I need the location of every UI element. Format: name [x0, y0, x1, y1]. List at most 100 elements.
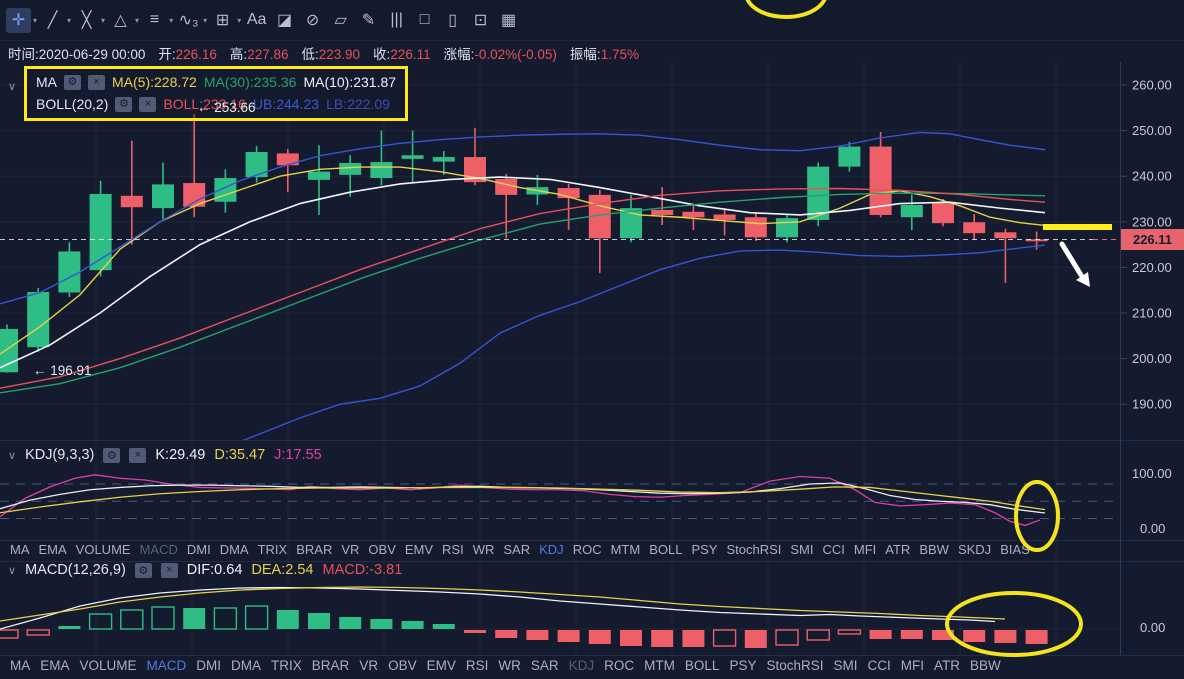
tab-brar[interactable]: BRAR — [311, 658, 350, 673]
chevron-down-icon[interactable]: ▾ — [33, 15, 38, 25]
lock-tool[interactable]: □ — [412, 8, 437, 33]
gear-icon[interactable]: ⚙ — [134, 562, 152, 578]
tab-kdj[interactable]: KDJ — [568, 658, 595, 673]
elliott-wave-tool[interactable]: ∿₃ ▾ — [176, 8, 207, 33]
tab-smi[interactable]: SMI — [790, 542, 814, 557]
tab-dmi[interactable]: DMI — [196, 658, 222, 673]
tab-cci[interactable]: CCI — [867, 658, 891, 673]
triangle-pattern-tool[interactable]: △ ▾ — [108, 8, 139, 33]
tab-psy[interactable]: PSY — [691, 542, 718, 557]
tab-dma[interactable]: DMA — [219, 542, 249, 557]
gann-lines-tool[interactable]: ||| — [384, 8, 409, 33]
gear-icon[interactable]: ⚙ — [115, 96, 133, 112]
tab-skdj[interactable]: SKDJ — [957, 542, 992, 557]
tab-emv[interactable]: EMV — [404, 542, 434, 557]
tab-sar[interactable]: SAR — [530, 658, 559, 673]
tab-dma[interactable]: DMA — [231, 658, 262, 673]
chevron-down-icon[interactable]: ▾ — [101, 15, 106, 25]
eraser-tool[interactable]: ◪ — [272, 8, 297, 33]
ruler-tool[interactable]: ▱ — [328, 8, 353, 33]
tab-atr[interactable]: ATR — [885, 542, 911, 557]
tab-cci[interactable]: CCI — [822, 542, 845, 557]
tab-atr[interactable]: ATR — [934, 658, 960, 673]
tab-mfi[interactable]: MFI — [853, 542, 877, 557]
ma-legend-value: MA(5):228.72 — [112, 74, 197, 90]
chevron-down-icon[interactable]: ▾ — [135, 15, 140, 25]
tab-rsi[interactable]: RSI — [465, 658, 489, 673]
gear-icon[interactable]: ⚙ — [64, 74, 81, 90]
tab-stochrsi[interactable]: StochRSI — [766, 658, 824, 673]
bookmark-tool[interactable]: ▯ — [440, 8, 465, 33]
tab-wr[interactable]: WR — [498, 658, 521, 673]
close-icon[interactable]: × — [129, 447, 147, 463]
chevron-down-icon[interactable]: ∨ — [8, 564, 17, 577]
tab-bbw[interactable]: BBW — [970, 658, 1001, 673]
chevron-down-icon[interactable]: ▾ — [203, 15, 208, 25]
tab-vr[interactable]: VR — [341, 542, 360, 557]
tab-ema[interactable]: EMA — [40, 658, 70, 673]
tab-vr[interactable]: VR — [359, 658, 379, 673]
close-icon[interactable]: × — [88, 74, 105, 90]
tab-volume[interactable]: VOLUME — [75, 542, 131, 557]
crosshair-tool[interactable]: ✛ ▾ — [6, 7, 38, 33]
tab-trix[interactable]: TRIX — [257, 542, 288, 557]
tab-mtm[interactable]: MTM — [644, 658, 675, 673]
trend-line-tool[interactable]: ╱ ▾ — [40, 8, 71, 33]
tab-smi[interactable]: SMI — [833, 658, 858, 673]
chevron-down-icon[interactable]: ∨ — [8, 81, 17, 93]
tab-emv[interactable]: EMV — [426, 658, 456, 673]
price-axis-label: 250.00 — [1132, 123, 1172, 138]
tab-volume[interactable]: VOLUME — [79, 658, 137, 673]
kdj-value: D:35.47 — [214, 447, 266, 463]
close-icon[interactable]: × — [139, 96, 157, 112]
tab-trix[interactable]: TRIX — [271, 658, 302, 673]
chevron-down-icon[interactable]: ▾ — [67, 15, 72, 25]
gear-icon[interactable]: ⚙ — [103, 447, 121, 463]
ohlc-infobar: 时间:2020-06-29 00:00 开:226.16 高:227.86 低:223… — [8, 43, 639, 62]
close-icon[interactable]: × — [160, 562, 178, 578]
tab-kdj[interactable]: KDJ — [539, 542, 564, 557]
chevron-down-icon[interactable]: ▾ — [237, 15, 242, 25]
tab-boll[interactable]: BOLL — [649, 542, 683, 557]
channel-lines-tool[interactable]: ╳ ▾ — [74, 8, 105, 33]
chevron-down-icon[interactable]: ▾ — [169, 15, 174, 25]
tab-obv[interactable]: OBV — [368, 542, 396, 557]
screenshot-tool[interactable]: ⊡ — [468, 8, 493, 33]
tab-sar[interactable]: SAR — [503, 542, 531, 557]
tab-roc[interactable]: ROC — [572, 542, 602, 557]
tab-stochrsi[interactable]: StochRSI — [726, 542, 782, 557]
kdj-value: J:17.55 — [274, 447, 322, 463]
shape-box-tool[interactable]: ⊞ ▾ — [210, 8, 241, 33]
tab-roc[interactable]: ROC — [604, 658, 635, 673]
ohlc-field: 涨幅:-0.02%(-0.05) — [443, 43, 557, 62]
ohlc-field-label: 涨幅: — [443, 47, 475, 62]
horizontal-lines-tool[interactable]: ≡ ▾ — [142, 8, 173, 33]
tab-boll[interactable]: BOLL — [684, 658, 720, 673]
tab-mfi[interactable]: MFI — [900, 658, 924, 673]
tab-obv[interactable]: OBV — [388, 658, 417, 673]
tab-wr[interactable]: WR — [472, 542, 495, 557]
tab-brar[interactable]: BRAR — [296, 542, 333, 557]
tab-macd[interactable]: MACD — [146, 658, 187, 673]
gann-lines-icon: ||| — [390, 11, 403, 28]
ohlc-field-value: 226.16 — [175, 47, 217, 62]
ohlc-field: 开:226.16 — [158, 43, 217, 62]
tab-rsi[interactable]: RSI — [442, 542, 464, 557]
chevron-down-icon[interactable]: ∨ — [8, 449, 17, 462]
tab-dmi[interactable]: DMI — [186, 542, 211, 557]
tab-ma[interactable]: MA — [10, 542, 30, 557]
tab-mtm[interactable]: MTM — [610, 542, 641, 557]
tab-bbw[interactable]: BBW — [919, 542, 949, 557]
tab-psy[interactable]: PSY — [729, 658, 757, 673]
tab-bias[interactable]: BIAS — [1000, 542, 1030, 557]
screenshot-icon: ⊡ — [473, 12, 488, 29]
trash-icon: ▦ — [501, 12, 517, 29]
tab-ema[interactable]: EMA — [38, 542, 67, 557]
pencil-draw-tool[interactable]: ✎ — [356, 8, 381, 33]
magnet-tool[interactable]: ⊘ — [300, 8, 325, 33]
tab-ma[interactable]: MA — [10, 658, 31, 673]
trash-tool[interactable]: ▦ — [496, 8, 521, 33]
kdj-value: K:29.49 — [155, 447, 206, 463]
text-annotation-tool[interactable]: Aa — [244, 8, 269, 33]
tab-macd[interactable]: MACD — [139, 542, 178, 557]
